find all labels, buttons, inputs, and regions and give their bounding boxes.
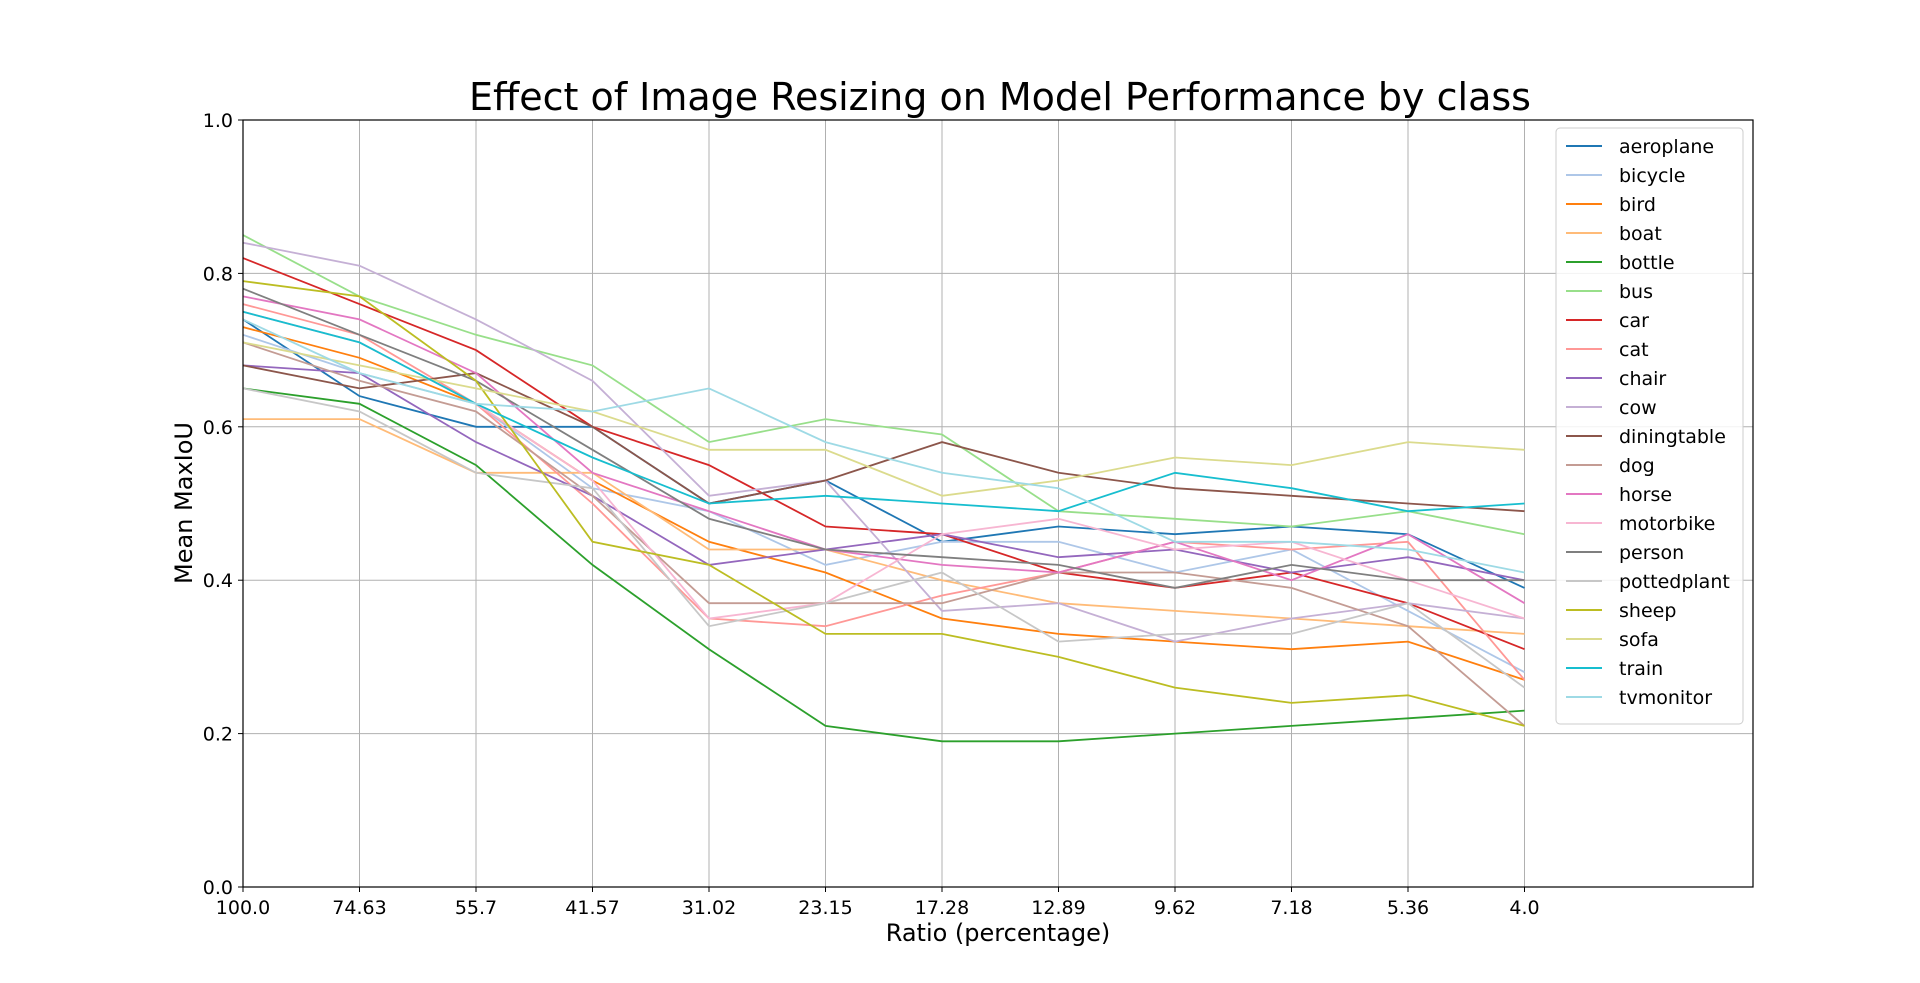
legend-label-bird: bird: [1619, 194, 1656, 216]
x-tick-label: 31.02: [682, 897, 736, 919]
x-tick-label: 7.18: [1270, 897, 1312, 919]
series-line-aeroplane: [242, 318, 1525, 589]
legend-label-bus: bus: [1619, 281, 1653, 303]
series-line-sheep: [242, 280, 1525, 727]
x-axis-label: Ratio (percentage): [886, 919, 1111, 947]
legend-label-sheep: sheep: [1619, 600, 1676, 622]
y-tick-label: 0.2: [203, 724, 233, 746]
series-line-sofa: [242, 341, 1525, 497]
legend-label-aeroplane: aeroplane: [1619, 136, 1714, 158]
series-line-pottedplant: [242, 387, 1526, 689]
legend-label-person: person: [1619, 542, 1684, 564]
x-tick-label: 41.57: [565, 897, 619, 919]
series-line-bus: [242, 234, 1525, 536]
legend: aeroplane bicycle bird boat bottle bus car cat c…: [1555, 127, 1744, 725]
x-tick-label: 17.28: [915, 897, 969, 919]
legend-label-cow: cow: [1619, 397, 1657, 419]
legend-label-sofa: sofa: [1619, 629, 1659, 651]
grid-lines: [242, 119, 1753, 888]
legend-label-cat: cat: [1619, 339, 1649, 361]
series-line-diningtable: [242, 364, 1525, 513]
series-line-train: [242, 310, 1525, 513]
legend-label-car: car: [1619, 310, 1649, 332]
legend-label-boat: boat: [1619, 223, 1662, 245]
series-line-boat: [243, 418, 1525, 635]
x-tick-label: 55.7: [455, 897, 497, 919]
series-line-person: [242, 287, 1525, 589]
x-tick-label: 5.36: [1387, 897, 1429, 919]
x-tick-label: 74.63: [332, 897, 386, 919]
plot-frame: [242, 119, 1754, 888]
x-tick-label: 12.89: [1031, 897, 1085, 919]
y-tick-label: 1.0: [203, 110, 233, 132]
series-line-cow: [242, 241, 1525, 643]
x-tick-label: 23.15: [798, 897, 852, 919]
series-line-dog: [242, 341, 1526, 727]
x-tick-label: 4.0: [1509, 897, 1539, 919]
series-line-motorbike: [242, 310, 1525, 620]
series-line-car: [242, 257, 1525, 651]
legend-label-bicycle: bicycle: [1619, 165, 1685, 187]
legend-label-motorbike: motorbike: [1619, 513, 1715, 535]
legend-box: [1555, 127, 1744, 725]
series-line-tvmonitor: [242, 318, 1525, 574]
tick-labels: 100.0 74.63 55.7 41.57 31.02 23.15 17.28 12.89 9…: [203, 110, 1540, 919]
series-line-bottle: [242, 387, 1525, 743]
legend-label-pottedplant: pottedplant: [1619, 571, 1730, 593]
legend-label-bottle: bottle: [1619, 252, 1675, 274]
legend-label-horse: horse: [1619, 484, 1672, 506]
series-line-chair: [242, 364, 1525, 582]
y-tick-label: 0.6: [203, 417, 233, 439]
series-line-bird: [242, 326, 1525, 681]
x-tick-label: 9.62: [1154, 897, 1196, 919]
legend-label-train: train: [1619, 658, 1663, 680]
y-tick-label: 0.8: [203, 263, 233, 285]
legend-label-diningtable: diningtable: [1619, 426, 1726, 448]
legend-label-tvmonitor: tvmonitor: [1619, 687, 1712, 709]
chart-title: Effect of Image Resizing on Model Perfor…: [469, 75, 1531, 119]
y-tick-label: 0.4: [203, 570, 233, 592]
x-tick-label: 100.0: [216, 897, 270, 919]
y-axis-label: Mean MaxIoU: [170, 422, 198, 584]
series-line-horse: [242, 295, 1525, 604]
legend-label-chair: chair: [1619, 368, 1666, 390]
legend-label-dog: dog: [1619, 455, 1655, 477]
y-tick-label: 0.0: [203, 877, 233, 899]
series-lines: [242, 234, 1526, 743]
